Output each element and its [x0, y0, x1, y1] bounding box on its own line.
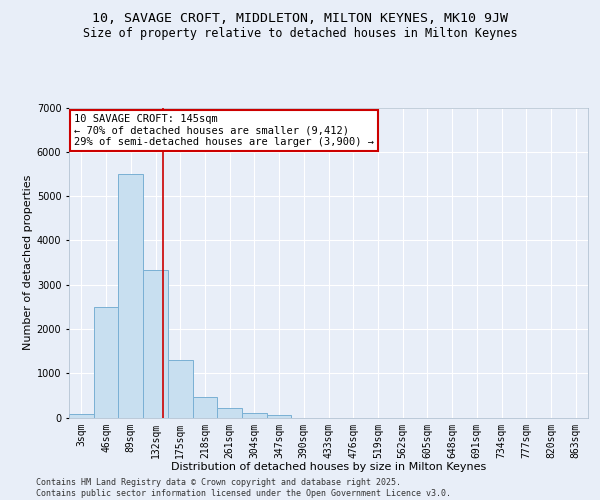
- Bar: [143, 270, 168, 418]
- Bar: [118, 174, 143, 418]
- Y-axis label: Number of detached properties: Number of detached properties: [23, 175, 32, 350]
- Text: 10 SAVAGE CROFT: 145sqm
← 70% of detached houses are smaller (9,412)
29% of semi: 10 SAVAGE CROFT: 145sqm ← 70% of detache…: [74, 114, 374, 147]
- Text: Size of property relative to detached houses in Milton Keynes: Size of property relative to detached ho…: [83, 28, 517, 40]
- Bar: [242, 414, 267, 418]
- Text: 10, SAVAGE CROFT, MIDDLETON, MILTON KEYNES, MK10 9JW: 10, SAVAGE CROFT, MIDDLETON, MILTON KEYN…: [92, 12, 508, 26]
- X-axis label: Distribution of detached houses by size in Milton Keynes: Distribution of detached houses by size …: [171, 462, 486, 472]
- Bar: [217, 408, 242, 418]
- Text: Contains HM Land Registry data © Crown copyright and database right 2025.
Contai: Contains HM Land Registry data © Crown c…: [36, 478, 451, 498]
- Bar: [168, 360, 193, 418]
- Bar: [193, 397, 217, 417]
- Bar: [69, 414, 94, 418]
- Bar: [94, 307, 118, 418]
- Bar: [267, 415, 292, 418]
